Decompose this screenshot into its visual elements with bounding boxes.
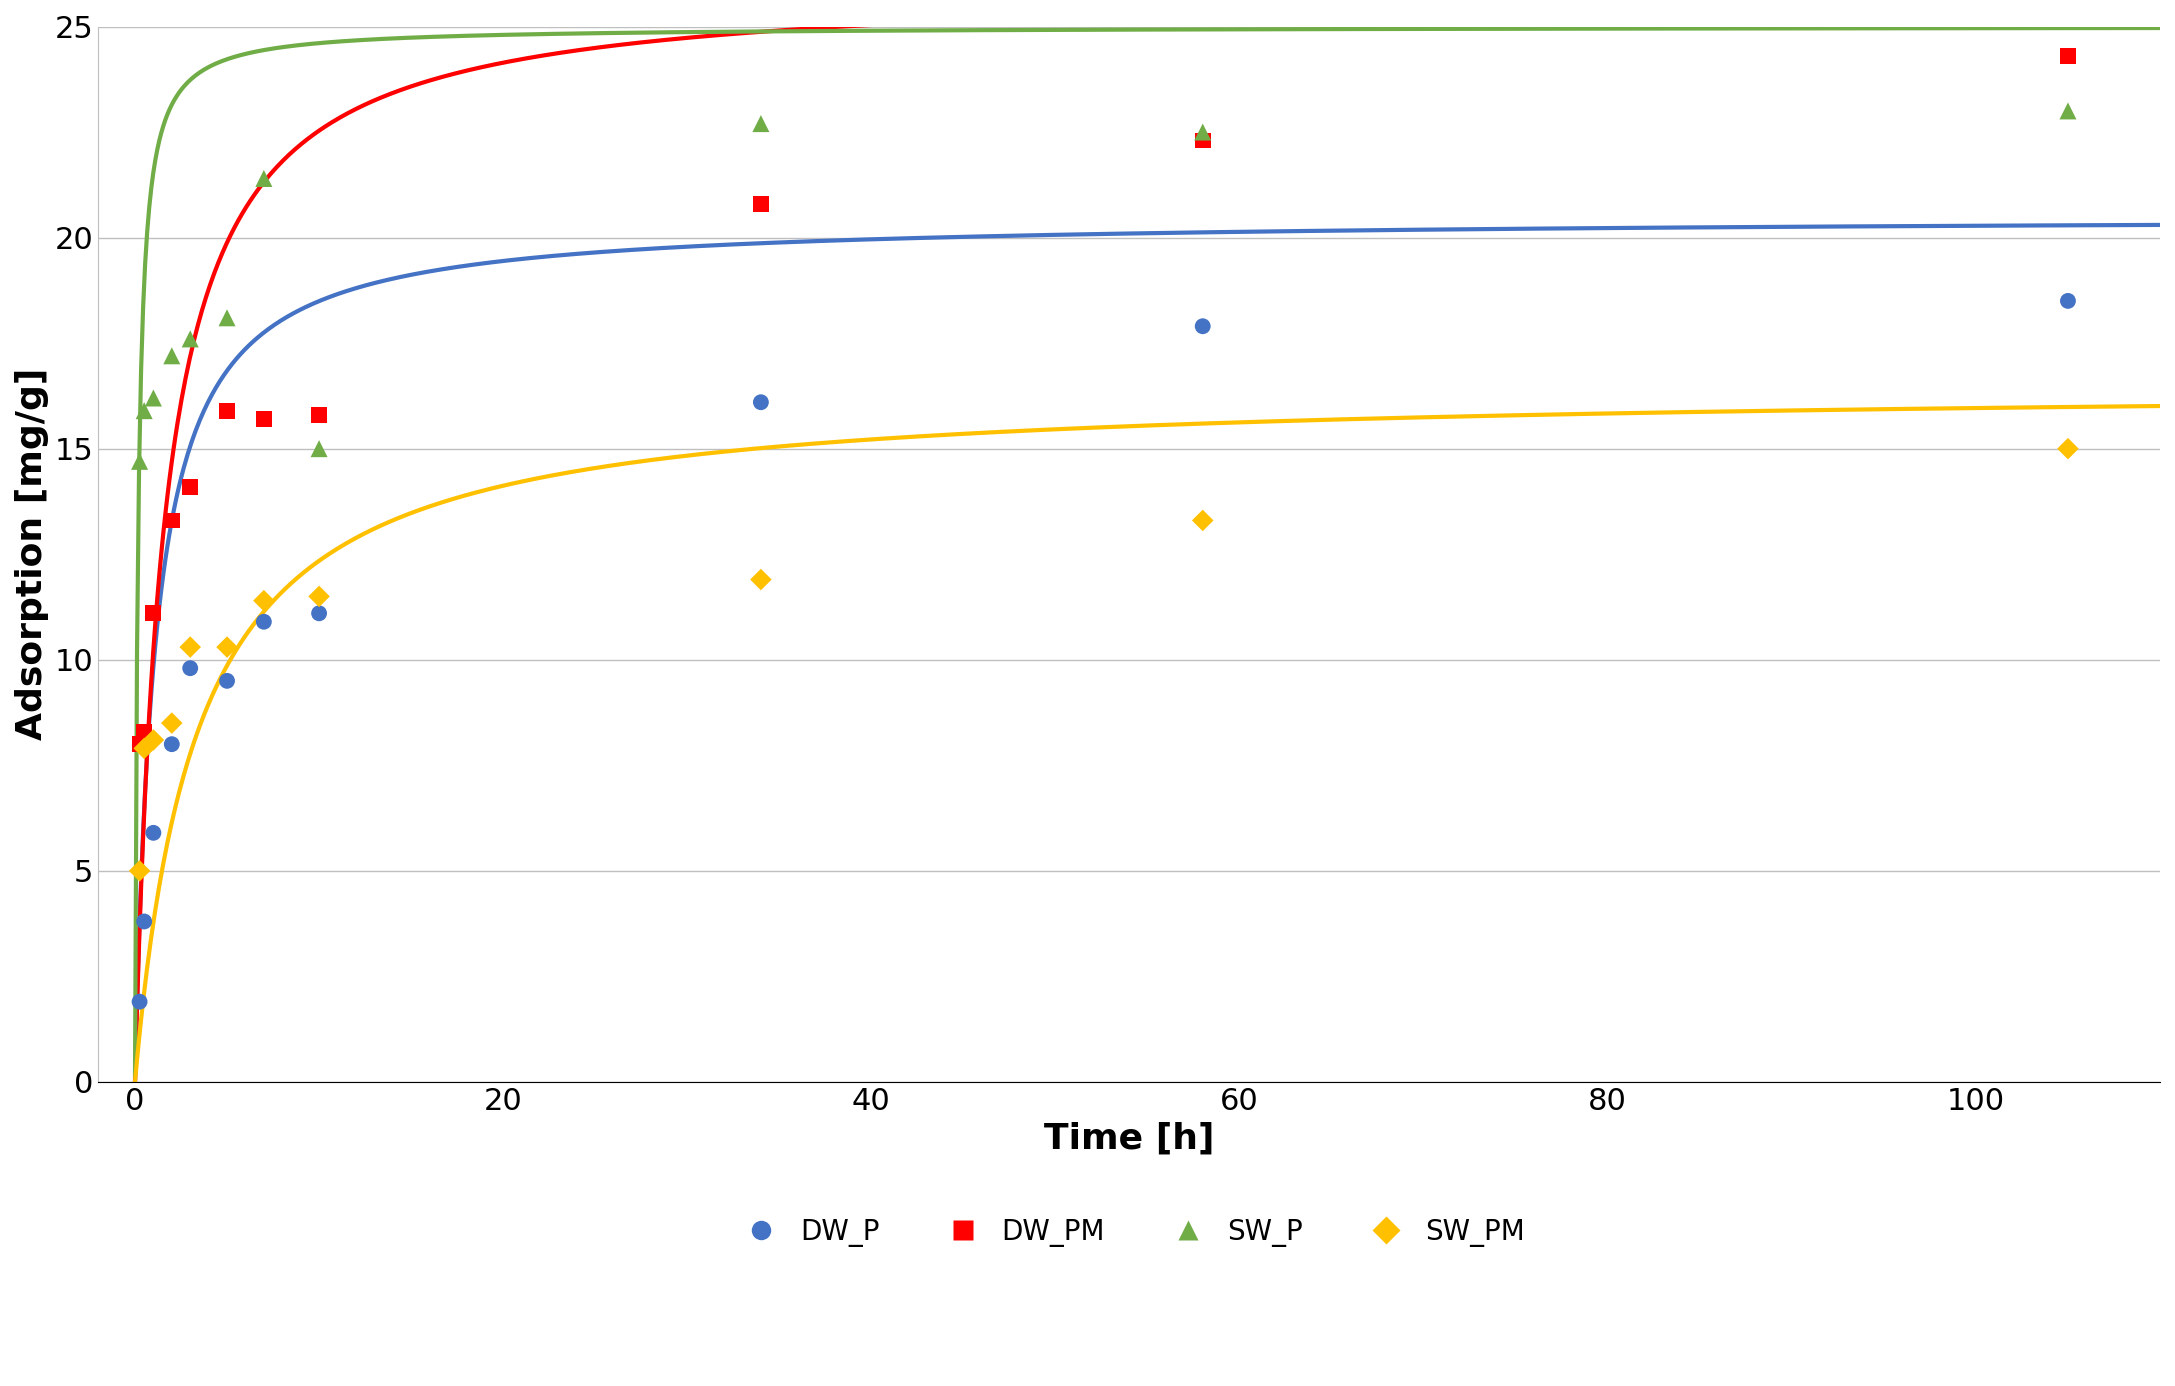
Point	[209, 669, 244, 692]
Point	[126, 399, 161, 421]
Point	[246, 168, 281, 190]
X-axis label: Time [h]: Time [h]	[1044, 1121, 1214, 1156]
Point	[122, 450, 157, 473]
Point	[122, 733, 157, 755]
Point	[1185, 129, 1220, 151]
Point	[1185, 509, 1220, 531]
Point	[154, 712, 189, 735]
Point	[744, 193, 779, 215]
Point	[1185, 121, 1220, 143]
Point	[137, 729, 172, 751]
Point	[172, 657, 207, 679]
Point	[126, 737, 161, 760]
Point	[302, 438, 337, 460]
Point	[209, 399, 244, 421]
Point	[154, 733, 189, 755]
Point	[209, 306, 244, 328]
Point	[172, 328, 207, 351]
Point	[2051, 290, 2086, 312]
Point	[172, 475, 207, 498]
Point	[302, 403, 337, 426]
Point	[137, 387, 172, 409]
Point	[246, 611, 281, 633]
Point	[246, 589, 281, 611]
Point	[209, 636, 244, 658]
Point	[172, 636, 207, 658]
Point	[137, 603, 172, 625]
Y-axis label: Adsorption [mg/g]: Adsorption [mg/g]	[15, 369, 50, 740]
Point	[126, 721, 161, 743]
Point	[302, 603, 337, 625]
Point	[2051, 44, 2086, 67]
Point	[744, 391, 779, 413]
Point	[302, 585, 337, 607]
Point	[2051, 438, 2086, 460]
Point	[122, 991, 157, 1013]
Point	[744, 568, 779, 590]
Point	[154, 345, 189, 367]
Legend: DW_P, DW_PM, SW_P, SW_PM: DW_P, DW_PM, SW_P, SW_PM	[722, 1207, 1536, 1258]
Point	[154, 509, 189, 531]
Point	[246, 407, 281, 430]
Point	[1185, 315, 1220, 337]
Point	[137, 822, 172, 844]
Point	[122, 859, 157, 881]
Point	[126, 911, 161, 933]
Point	[744, 112, 779, 134]
Point	[2051, 100, 2086, 122]
